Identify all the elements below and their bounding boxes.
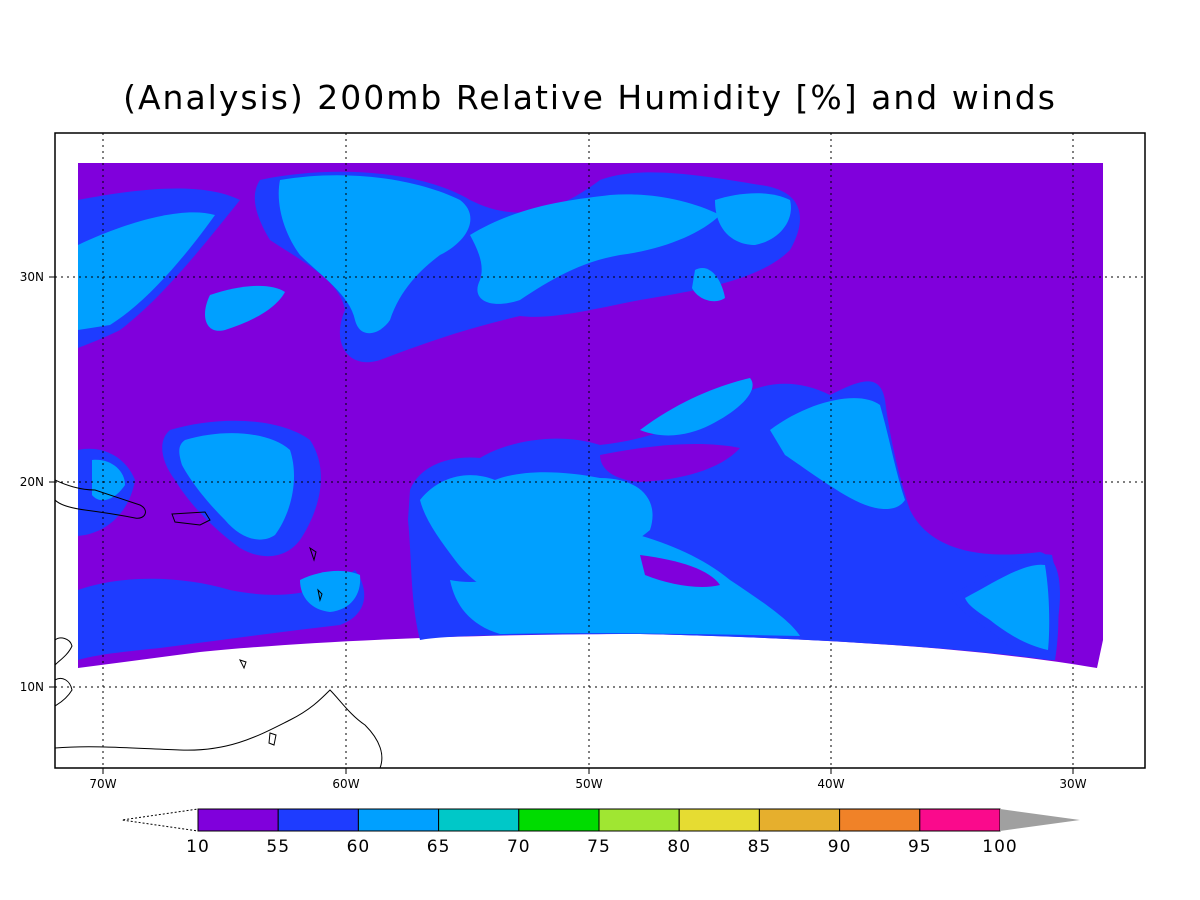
rh-60-region	[78, 212, 215, 330]
lat-tick-label: 30N	[20, 270, 44, 284]
rh-low-region	[600, 444, 740, 482]
colorbar-cell	[598, 808, 680, 832]
colorbar-label: 70	[507, 837, 531, 857]
lon-tick-label: 60W	[332, 777, 359, 791]
tick-marks	[49, 276, 1074, 774]
map-frame	[54, 132, 1146, 769]
colorbar-cell	[197, 808, 279, 832]
rh-60-region	[692, 268, 725, 302]
colorbar-label: 100	[982, 837, 1017, 857]
colorbar-label: 10	[186, 837, 210, 857]
colorbar-label: 60	[347, 837, 371, 857]
colorbar-underflow-arrow	[121, 808, 199, 832]
map-title: (Analysis) 200mb Relative Humidity [%] a…	[123, 78, 1057, 117]
colorbar-label: 80	[667, 837, 691, 857]
colorbar-cell	[357, 808, 440, 832]
rh-60-region	[92, 459, 125, 501]
colorbar-label: 95	[908, 837, 932, 857]
humidity-field	[78, 163, 1103, 668]
colorbar-label: 85	[748, 837, 772, 857]
lon-tick-label: 30W	[1059, 777, 1086, 791]
colorbar-cell	[919, 808, 1001, 832]
coastlines	[55, 479, 383, 768]
colorbar: 10 55 60 65 70 75 80 85 90 95 100	[121, 808, 1080, 857]
colorbar-cell	[758, 808, 841, 832]
lat-tick-label: 10N	[20, 680, 44, 694]
lat-tick-label: 20N	[20, 475, 44, 489]
rh-60-region	[300, 570, 361, 612]
colorbar-cell	[277, 808, 359, 832]
rh-60-region	[715, 193, 791, 245]
rh-55-region	[78, 570, 365, 660]
rh-60-region	[278, 175, 471, 334]
rh-low-region	[640, 555, 720, 587]
colorbar-cell	[518, 808, 600, 832]
rh-60-region	[179, 433, 295, 540]
colorbar-label: 65	[427, 837, 451, 857]
colorbar-cell	[678, 808, 760, 832]
lon-tick-label: 50W	[575, 777, 602, 791]
colorbar-label: 75	[587, 837, 611, 857]
rh-60-region	[205, 285, 285, 331]
rh-60-region	[965, 564, 1050, 650]
lon-tick-label: 40W	[817, 777, 844, 791]
rh-60-region	[770, 398, 905, 510]
graticule	[55, 133, 1145, 768]
colorbar-overflow-arrow	[1000, 809, 1080, 831]
colorbar-label: 55	[266, 837, 290, 857]
colorbar-cell	[438, 808, 520, 832]
lon-tick-label: 70W	[89, 777, 116, 791]
rh-60-region	[470, 194, 720, 304]
colorbar-cell	[839, 808, 921, 832]
rh-60-region	[640, 378, 753, 436]
colorbar-label: 90	[828, 837, 852, 857]
rh-60-region	[450, 530, 800, 636]
